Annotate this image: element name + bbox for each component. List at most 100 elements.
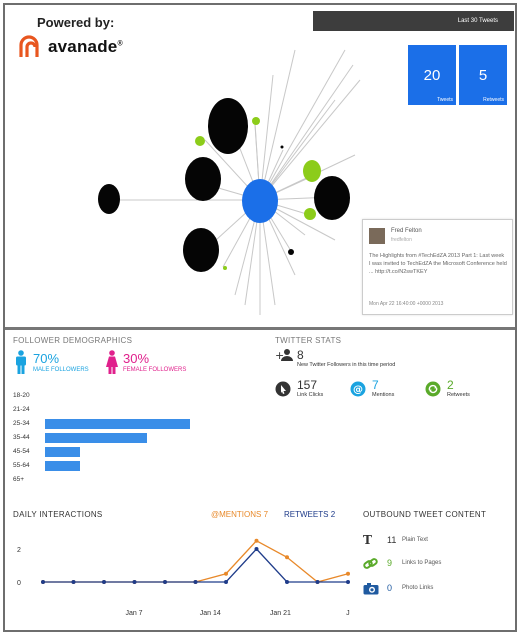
network-node[interactable] [208, 98, 248, 154]
age-group-bar[interactable] [45, 461, 80, 471]
x-tick-label: Jan 7 [125, 610, 142, 617]
data-point[interactable] [285, 580, 289, 584]
new-followers-label: New Twitter Followers in this time perio… [297, 362, 396, 368]
network-node[interactable] [195, 136, 205, 146]
data-point[interactable] [193, 580, 198, 584]
data-point[interactable] [224, 571, 228, 576]
cursor-click-icon [275, 381, 291, 397]
daily-interactions-title: DAILY INTERACTIONS [13, 510, 103, 519]
svg-text:@: @ [353, 385, 363, 396]
male-percent: 70% [33, 351, 60, 366]
retweets-tile[interactable]: 5 Retweets [459, 45, 507, 105]
daily-interactions-chart: 2 0 Jan 7 Jan 14 Jan 21 Jan 28 [17, 538, 350, 617]
add-follower-icon: + [275, 349, 293, 362]
data-point[interactable] [224, 580, 228, 584]
tweet-author: Fred Felton [391, 228, 422, 234]
network-node[interactable] [185, 157, 221, 201]
age-group-label: 18-20 [13, 392, 30, 399]
x-tick-label: Jan 14 [200, 610, 221, 617]
retweets-stat-count: 2 [447, 378, 454, 392]
age-group-label: 35-44 [13, 434, 30, 441]
text-icon: T [363, 533, 372, 547]
avatar [369, 228, 385, 244]
network-node[interactable] [98, 184, 120, 214]
tweet-card[interactable]: Fred Felton fredfelton The Highlights fr… [362, 219, 513, 315]
follower-network-graph [98, 49, 361, 315]
demographics-title: FOLLOWER DEMOGRAPHICS [13, 336, 133, 345]
age-group-label: 45-54 [13, 448, 30, 455]
range-selector[interactable]: Last 30 Tweets [313, 11, 514, 31]
male-icon [16, 350, 26, 374]
age-group-bar[interactable] [45, 433, 147, 443]
male-label: MALE FOLLOWERS [33, 367, 89, 373]
outbound-count: 9 [387, 558, 393, 568]
age-group-label: 65+ [13, 476, 25, 483]
outbound-count: 11 [387, 535, 397, 545]
brand-name: avanade® [48, 37, 123, 56]
series-line [43, 539, 349, 583]
x-tick-label: Jan 21 [270, 610, 291, 617]
age-group-bar[interactable] [45, 419, 190, 429]
network-node[interactable] [304, 208, 316, 220]
tweets-label: Tweets [437, 97, 453, 103]
camera-icon [363, 583, 379, 595]
mentions-label: Mentions [372, 392, 395, 398]
tweet-time: Mon Apr 22 16:40:00 +0000 2013 [369, 301, 444, 307]
female-label: FEMALE FOLLOWERS [123, 367, 187, 373]
svg-text:+: + [275, 349, 284, 362]
y-tick-label: 2 [17, 547, 21, 554]
data-point[interactable] [285, 555, 289, 560]
outbound-title: OUTBOUND TWEET CONTENT [363, 510, 487, 519]
network-node[interactable] [183, 228, 219, 272]
tweets-tile[interactable]: 20 Tweets [408, 45, 456, 105]
data-point[interactable] [346, 580, 350, 584]
x-tick-label: Jan 28 [346, 610, 350, 617]
network-panel: Powered by: avanade® Last 30 Tweets 20 T… [5, 5, 515, 327]
data-point[interactable] [163, 580, 167, 584]
female-percent: 30% [123, 351, 150, 366]
y-tick-label: 0 [17, 580, 21, 587]
retweet-icon [425, 381, 441, 397]
link-icon [363, 558, 378, 569]
age-group-label: 55-64 [13, 462, 30, 469]
network-node[interactable] [280, 145, 284, 149]
dashboard-frame: Powered by: avanade® Last 30 Tweets 20 T… [3, 3, 517, 632]
age-group-label: 21-24 [13, 406, 30, 413]
twitter-stats-title: TWITTER STATS [275, 336, 342, 345]
link-clicks-label: Link Clicks [297, 392, 324, 398]
network-center-node[interactable] [242, 179, 278, 223]
data-point[interactable] [315, 580, 320, 584]
stats-panel: FOLLOWER DEMOGRAPHICS 70% MALE FOLLOWERS… [5, 330, 515, 630]
network-node[interactable] [223, 266, 227, 270]
data-point[interactable] [346, 571, 350, 576]
tweets-count: 20 [423, 67, 441, 84]
network-node[interactable] [303, 160, 321, 182]
new-followers-count: 8 [297, 348, 304, 362]
legend-retweets[interactable]: RETWEETS 2 [284, 510, 336, 519]
data-point[interactable] [102, 580, 106, 584]
mentions-count: 7 [372, 378, 379, 392]
data-point[interactable] [254, 547, 259, 551]
powered-by-label: Powered by: [37, 15, 115, 30]
section-divider [5, 327, 515, 330]
outbound-count: 0 [387, 583, 393, 593]
series-line [43, 548, 348, 583]
retweets-label: Retweets [483, 97, 504, 103]
data-point[interactable] [254, 538, 259, 543]
mention-icon: @ [350, 381, 366, 397]
data-point[interactable] [132, 580, 137, 584]
age-group-bar[interactable] [45, 447, 80, 457]
retweets-count: 5 [478, 67, 488, 84]
avanade-logo-icon [19, 35, 39, 57]
female-icon [106, 350, 118, 374]
legend-mentions[interactable]: @MENTIONS 7 [211, 510, 269, 519]
network-node[interactable] [314, 176, 350, 220]
data-point[interactable] [71, 580, 76, 584]
network-node[interactable] [252, 117, 260, 125]
retweets-stat-label: Retweets [447, 392, 470, 398]
network-node[interactable] [288, 249, 294, 255]
outbound-label: Links to Pages [402, 560, 442, 566]
outbound-label: Photo Links [402, 585, 434, 591]
data-point[interactable] [41, 580, 45, 584]
age-group-label: 25-34 [13, 420, 30, 427]
